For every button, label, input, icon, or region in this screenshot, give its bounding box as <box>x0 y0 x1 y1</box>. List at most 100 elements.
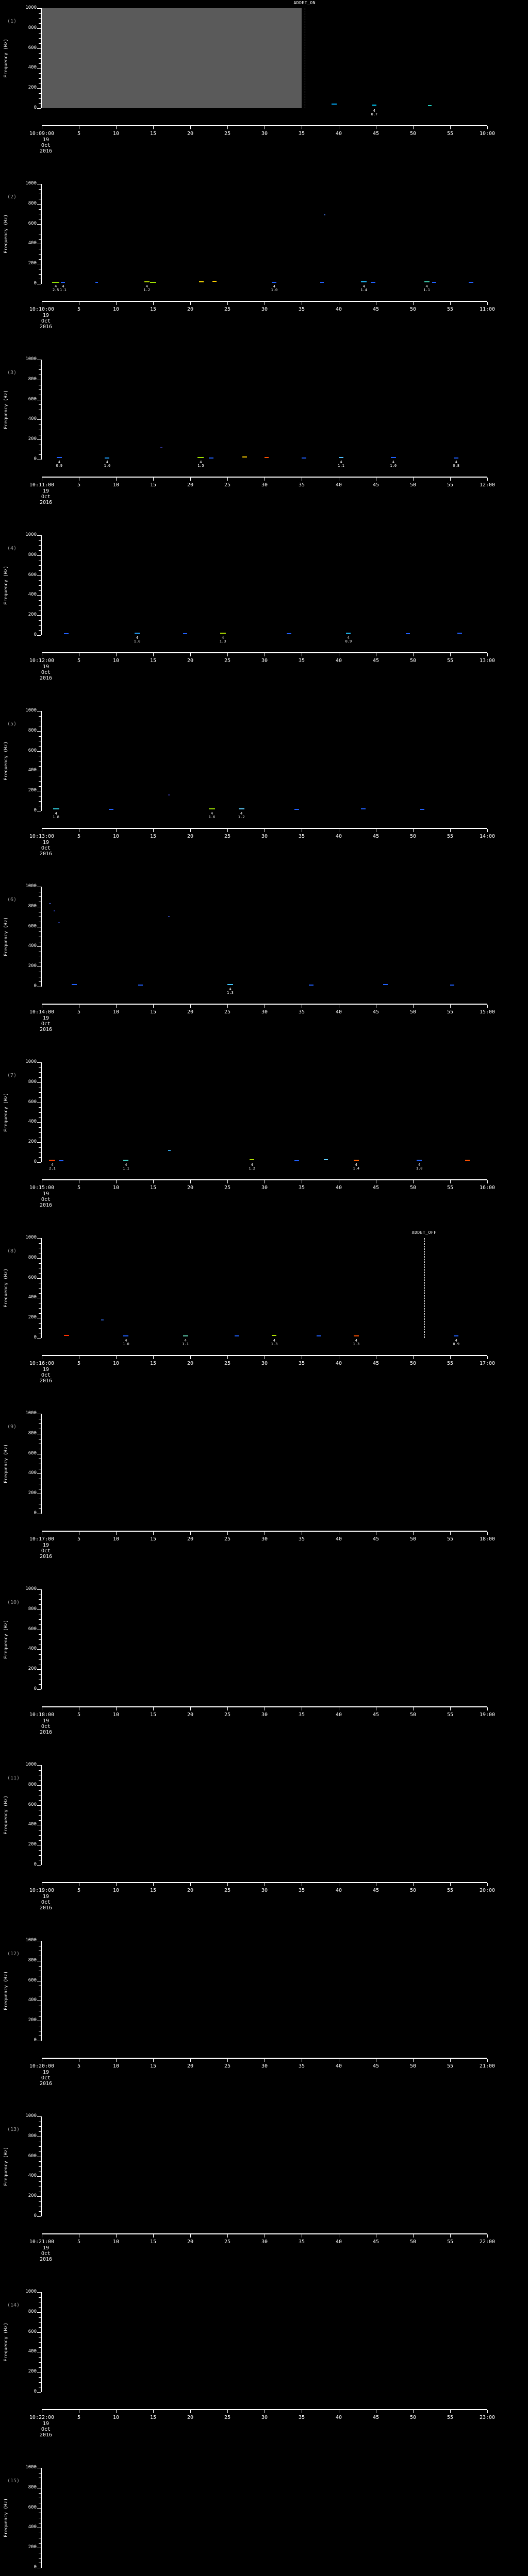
x-tick-label: 10 <box>112 834 120 839</box>
y-tick-label: 200 <box>28 436 37 442</box>
annotation-line <box>424 1238 425 1338</box>
detection-label: 4 2.1 <box>49 1163 56 1171</box>
x-tick-label-start: 10:19:00 <box>29 1888 55 1893</box>
y-tick-label: 800 <box>28 1255 37 1260</box>
detection-mark <box>265 457 269 459</box>
y-tick-mark <box>37 2116 41 2117</box>
x-tick-label: 55 <box>447 131 454 137</box>
y-tick-mark <box>39 1067 41 1068</box>
spectrogram-image[interactable] <box>42 2292 487 2392</box>
x-tick-label: 10 <box>112 2415 120 2420</box>
x-tick-label: 10 <box>112 1009 120 1015</box>
x-tick-mark <box>190 1532 191 1535</box>
x-tick-label: 50 <box>409 307 417 312</box>
y-tick-label: 600 <box>28 2329 37 2334</box>
y-tick-mark <box>39 274 41 275</box>
x-tick-label: 55 <box>447 1888 454 1893</box>
y-tick-mark <box>39 1624 41 1625</box>
x-tick-label: 40 <box>335 2239 342 2245</box>
spectrogram-image[interactable] <box>42 535 487 635</box>
detection-label: 4 1.0 <box>390 460 397 468</box>
y-tick-label: 400 <box>28 2524 37 2530</box>
spectrogram-image[interactable] <box>42 1765 487 1865</box>
detection-mark <box>370 282 375 283</box>
y-tick-mark <box>39 83 41 84</box>
x-tick-label: 35 <box>298 1888 305 1893</box>
y-tick-mark <box>39 1127 41 1128</box>
y-tick-label: 0 <box>34 2389 37 2394</box>
spectrogram-image[interactable] <box>42 1238 487 1338</box>
x-tick-label: 45 <box>372 1009 380 1015</box>
spectrogram-image[interactable] <box>42 1589 487 1689</box>
detection-mark <box>183 1335 188 1336</box>
y-tick-mark <box>39 13 41 14</box>
x-axis-labels: 10:16:00 5 10 15 20 25 30 35 40 45 50 55 17:00 <box>0 1361 528 1368</box>
y-tick-mark <box>39 1659 41 1660</box>
x-tick-label-start: 10:09:00 <box>29 131 55 137</box>
detection-mark <box>272 281 277 283</box>
x-tick-mark <box>116 1180 117 1183</box>
x-tick-label: 35 <box>298 482 305 488</box>
spectrogram-image[interactable] <box>42 360 487 460</box>
x-tick-label: 50 <box>409 2063 417 2069</box>
spectrogram-image[interactable] <box>42 184 487 284</box>
x-tick-label: 40 <box>335 834 342 839</box>
panel-number: (4) <box>7 546 17 551</box>
y-tick-mark <box>39 98 41 99</box>
x-axis-date: 19 Oct 2016 <box>39 1191 53 1208</box>
spectrogram-image[interactable] <box>42 1414 487 1514</box>
detection-mark <box>52 281 60 283</box>
detection-mark <box>457 633 463 634</box>
x-axis-date: 19 Oct 2016 <box>39 1894 53 1911</box>
spectrogram-image[interactable] <box>42 2468 487 2568</box>
y-tick-mark <box>37 1258 41 1259</box>
detection-label: 4 1.5 <box>197 460 204 468</box>
y-tick-mark <box>39 2297 41 2298</box>
detection-mark <box>417 1159 422 1161</box>
x-tick-label: 40 <box>335 1712 342 1718</box>
spectrogram-image[interactable] <box>42 8 487 108</box>
detection-mark <box>59 1160 64 1161</box>
y-tick-mark <box>39 931 41 933</box>
y-tick-mark <box>39 2131 41 2132</box>
spectrogram-image[interactable] <box>42 711 487 811</box>
detection-label: 4 0.9 <box>56 460 63 468</box>
y-tick-mark <box>37 28 41 29</box>
y-axis-labels: 0 200 400 600 800 1000 <box>0 1235 41 1340</box>
x-tick-mark <box>153 1180 154 1183</box>
x-tick-label-end: 17:00 <box>479 1361 496 1366</box>
y-tick-mark <box>39 2181 41 2182</box>
detection-label: 4 1.4 <box>360 284 368 292</box>
x-axis-ticks <box>42 2234 488 2238</box>
x-tick-mark <box>450 1707 451 1710</box>
x-axis-spine <box>42 652 487 653</box>
x-tick-label: 5 <box>77 2063 81 2069</box>
spectrogram-image[interactable] <box>42 1062 487 1162</box>
y-axis-labels: 0 200 400 600 800 1000 <box>0 1060 41 1164</box>
y-tick-label: 0 <box>34 105 37 110</box>
detection-label: 4 1.1 <box>338 460 344 468</box>
x-axis-date: 19 Oct 2016 <box>39 664 53 681</box>
x-tick-label: 10 <box>112 1536 120 1542</box>
y-tick-label: 800 <box>28 1782 37 1787</box>
x-tick-mark <box>116 126 117 129</box>
y-tick-mark <box>39 1072 41 1073</box>
y-tick-label: 1000 <box>25 532 37 537</box>
detection-label: 4 1.1 <box>182 1338 189 1346</box>
y-tick-mark <box>37 2332 41 2333</box>
y-tick-mark <box>39 189 41 190</box>
detection-mark <box>424 281 430 282</box>
spectrogram-image[interactable] <box>42 887 487 987</box>
y-axis-spine <box>37 8 42 109</box>
x-axis-labels: 10:11:00 5 10 15 20 25 30 35 40 45 50 55 12:00 <box>0 482 528 489</box>
x-axis-labels: 10:09:00 5 10 15 20 25 30 35 40 45 50 55 10:00 <box>0 131 528 138</box>
x-tick-mark <box>153 2059 154 2062</box>
x-tick-mark <box>116 302 117 305</box>
x-tick-label: 10 <box>112 658 120 664</box>
x-tick-label: 45 <box>372 1536 380 1542</box>
y-tick-mark <box>39 2367 41 2368</box>
spectrogram-image[interactable] <box>42 1941 487 2041</box>
y-tick-mark <box>39 1423 41 1425</box>
spectrogram-image[interactable] <box>42 2116 487 2216</box>
detection-mark <box>454 1335 459 1337</box>
